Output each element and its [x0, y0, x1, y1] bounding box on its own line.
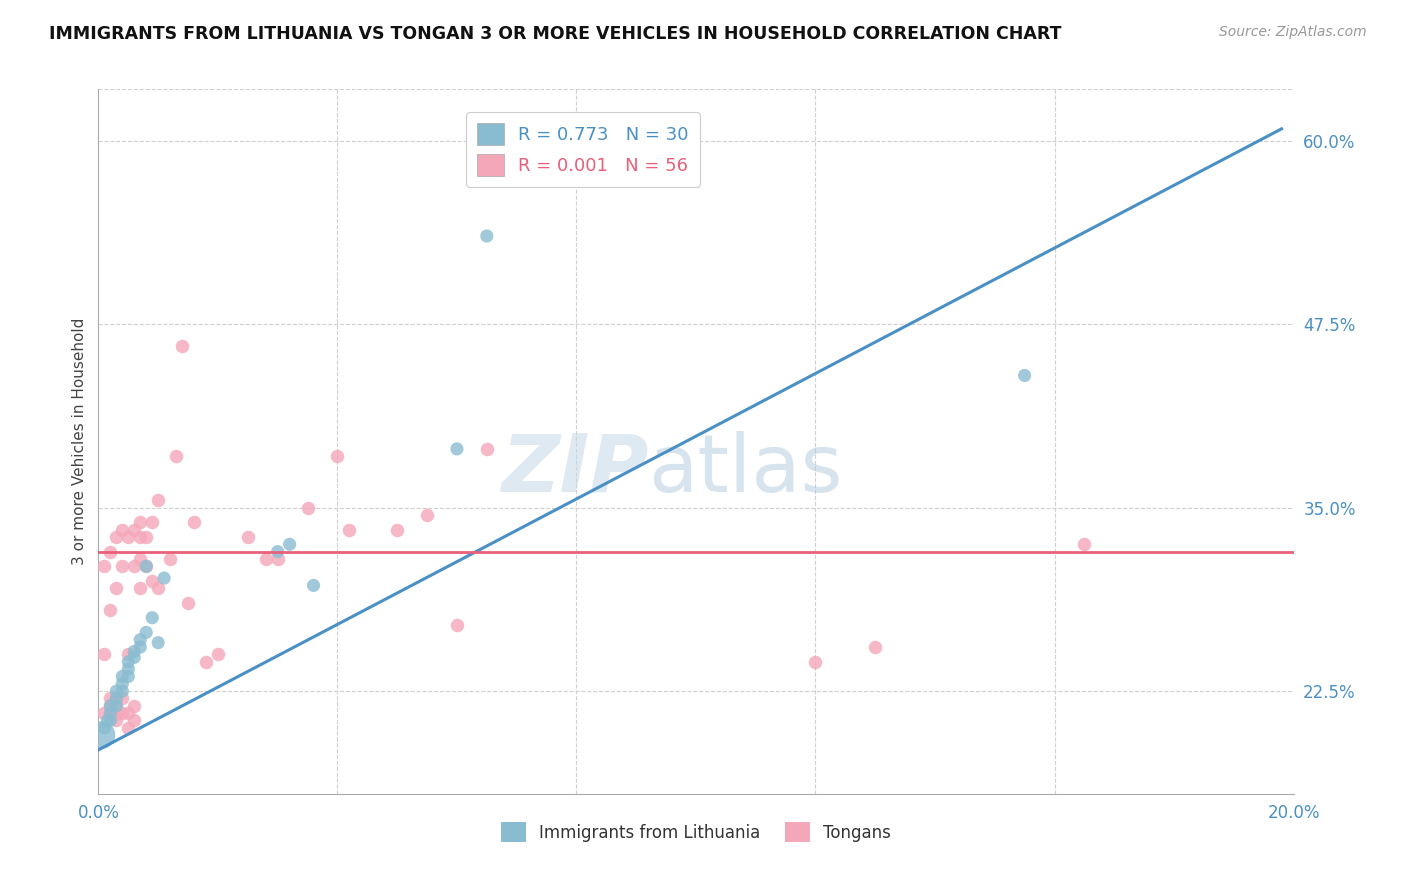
- Point: [98, 706, 122, 720]
- Point: [159, 552, 181, 566]
- Point: [865, 640, 887, 654]
- Point: [254, 552, 277, 566]
- Point: [148, 582, 170, 596]
- Point: [1073, 537, 1095, 551]
- Point: [475, 442, 498, 456]
- Point: [129, 552, 152, 566]
- Point: [129, 516, 152, 530]
- Point: [148, 493, 170, 508]
- Point: [111, 523, 134, 537]
- Point: [385, 523, 409, 537]
- Point: [236, 530, 259, 544]
- Point: [105, 698, 128, 713]
- Point: [267, 544, 290, 558]
- Point: [111, 669, 134, 683]
- Point: [446, 618, 468, 632]
- Text: IMMIGRANTS FROM LITHUANIA VS TONGAN 3 OR MORE VEHICLES IN HOUSEHOLD CORRELATION : IMMIGRANTS FROM LITHUANIA VS TONGAN 3 OR…: [49, 25, 1062, 43]
- Point: [117, 721, 139, 735]
- Point: [153, 571, 176, 585]
- Point: [98, 603, 122, 617]
- Point: [141, 610, 163, 624]
- Point: [135, 559, 157, 574]
- Point: [129, 530, 152, 544]
- Point: [1014, 368, 1036, 383]
- Point: [105, 698, 128, 713]
- Point: [148, 635, 170, 649]
- Point: [93, 721, 115, 735]
- Point: [98, 714, 122, 728]
- Point: [339, 523, 361, 537]
- Point: [183, 516, 205, 530]
- Point: [98, 544, 122, 558]
- Point: [124, 698, 146, 713]
- Point: [129, 582, 152, 596]
- Point: [195, 655, 218, 669]
- Point: [124, 650, 146, 665]
- Point: [105, 582, 128, 596]
- Point: [326, 449, 349, 463]
- Point: [111, 684, 134, 698]
- Point: [111, 559, 134, 574]
- Point: [124, 559, 146, 574]
- Point: [93, 648, 115, 662]
- Point: [141, 574, 163, 588]
- Point: [96, 714, 118, 728]
- Text: Source: ZipAtlas.com: Source: ZipAtlas.com: [1219, 25, 1367, 39]
- Point: [475, 229, 498, 244]
- Point: [124, 523, 146, 537]
- Point: [117, 706, 139, 720]
- Legend: Immigrants from Lithuania, Tongans: Immigrants from Lithuania, Tongans: [494, 815, 898, 849]
- Point: [165, 449, 187, 463]
- Point: [98, 691, 122, 706]
- Point: [111, 677, 134, 691]
- Point: [207, 648, 229, 662]
- Point: [117, 530, 139, 544]
- Point: [416, 508, 439, 522]
- Point: [129, 640, 152, 654]
- Point: [90, 728, 112, 742]
- Y-axis label: 3 or more Vehicles in Household: 3 or more Vehicles in Household: [72, 318, 87, 566]
- Point: [98, 698, 122, 713]
- Point: [129, 632, 152, 647]
- Point: [105, 684, 128, 698]
- Point: [135, 625, 157, 640]
- Point: [804, 655, 827, 669]
- Point: [111, 691, 134, 706]
- Point: [278, 537, 301, 551]
- Point: [124, 714, 146, 728]
- Point: [117, 648, 139, 662]
- Point: [105, 714, 128, 728]
- Point: [105, 706, 128, 720]
- Point: [177, 596, 200, 610]
- Point: [141, 516, 163, 530]
- Point: [267, 552, 290, 566]
- Point: [302, 578, 325, 592]
- Point: [117, 669, 139, 683]
- Point: [446, 442, 468, 456]
- Point: [135, 530, 157, 544]
- Point: [105, 530, 128, 544]
- Point: [172, 339, 194, 353]
- Point: [105, 691, 128, 706]
- Point: [93, 559, 115, 574]
- Point: [124, 644, 146, 658]
- Text: atlas: atlas: [648, 431, 842, 508]
- Point: [98, 706, 122, 720]
- Point: [117, 655, 139, 669]
- Text: ZIP: ZIP: [501, 431, 648, 508]
- Point: [111, 706, 134, 720]
- Point: [105, 691, 128, 706]
- Point: [135, 559, 157, 574]
- Point: [297, 500, 319, 515]
- Point: [93, 706, 115, 720]
- Point: [98, 698, 122, 713]
- Point: [117, 662, 139, 676]
